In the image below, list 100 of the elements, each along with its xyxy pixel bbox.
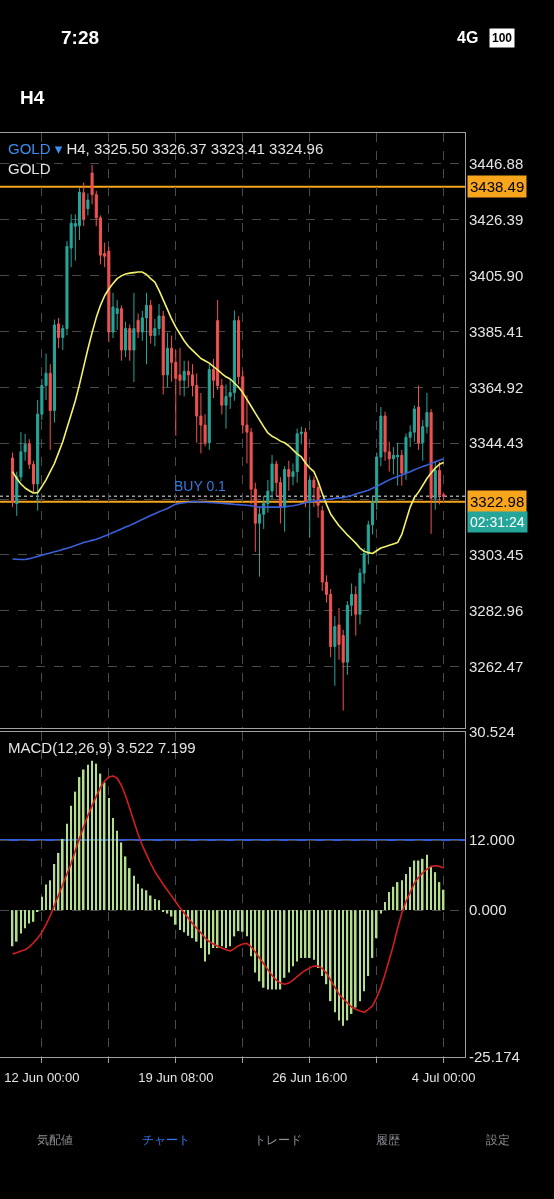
bar [195,910,198,942]
bar [367,910,370,977]
candlestick [52,319,56,424]
bar [154,899,156,911]
bar [108,798,110,911]
bar [359,910,361,1002]
candlestick [82,182,86,227]
y-tick-label: 3303.45 [469,546,524,564]
candlestick [182,360,186,397]
candlestick [57,317,61,349]
y-tick-label: 3262.47 [469,657,524,675]
bar [346,910,349,1021]
candlestick [128,323,132,362]
bar [41,896,43,911]
bar [20,910,22,934]
line-series [11,775,445,1014]
bar [61,838,64,911]
candlestick [437,461,441,505]
candlestick [136,313,140,339]
text: チャート [142,1133,190,1147]
bar [241,910,244,932]
bar [334,910,336,1013]
candlestick [287,460,291,492]
bar [288,910,290,973]
line-series [11,458,445,561]
bar [95,763,98,911]
bar [342,910,344,1026]
bar [120,842,123,911]
bar [70,805,72,911]
ref-line-label: 3322.98 [470,493,525,510]
y-tick-label: 3405.90 [469,266,524,284]
text: 100 [492,31,513,45]
x-tick-label: 12 Jun 00:00 [4,1069,80,1085]
candlestick [429,408,433,535]
y-tick-label: 3344.43 [469,434,524,452]
bar [82,769,85,911]
candlestick [316,481,320,519]
bar [141,888,144,911]
text: H4 [20,87,45,108]
candlestick [161,310,165,396]
bar [321,910,324,977]
bar [15,910,18,942]
bar [300,910,303,958]
bar [128,868,131,911]
bar [204,910,206,962]
bar [225,910,227,949]
bar [158,900,160,911]
text: MACD(12,26,9) 3.522 7.199 [8,739,196,756]
bar [170,910,173,917]
bar [338,910,340,1021]
bar [250,910,252,957]
y-tick-label: 0.000 [469,901,507,919]
x-tick-label: 26 Jun 16:00 [272,1069,348,1085]
candlestick [48,363,52,451]
candlestick [417,385,421,451]
candlestick [165,332,169,388]
candlestick [144,292,149,365]
candlestick [149,299,153,345]
candlestick [207,363,211,451]
bar [421,858,424,911]
bar [87,764,89,911]
bar [317,910,319,968]
candlestick [304,427,308,508]
candlestick [283,465,287,533]
bar [229,910,231,947]
candlestick [111,292,115,339]
candlestick [224,383,228,430]
candlestick [396,442,400,487]
bar [308,910,311,958]
x-tick-label: 4 Jul 00:00 [411,1069,476,1085]
candlestick [132,292,136,383]
bar [233,910,236,937]
bar [166,910,169,914]
bar [116,830,118,911]
ref-line-label: BUY 0.1 [174,478,227,494]
bar [380,910,382,914]
candlestick [11,452,15,508]
y-tick-label: 3282.96 [469,602,524,620]
bar [271,910,273,990]
candlestick [107,246,111,343]
bar [384,901,386,911]
bar [133,875,135,911]
candlestick [400,449,404,487]
bar [28,910,31,924]
y-tick-label: 3385.41 [469,322,524,340]
y-tick-label: 3446.88 [469,155,524,173]
bar [221,910,223,947]
bar [112,817,114,911]
candlestick [433,460,437,511]
bar [409,866,411,911]
x-tick-label: 19 Jun 08:00 [138,1069,214,1085]
bar [354,910,357,1008]
bar [275,910,278,990]
bar [74,791,77,911]
bar [254,910,257,973]
bar [426,854,428,911]
candlestick [295,428,299,484]
ref-line-label: 3438.49 [470,178,525,195]
candlestick [354,585,358,637]
candlestick [86,193,90,216]
